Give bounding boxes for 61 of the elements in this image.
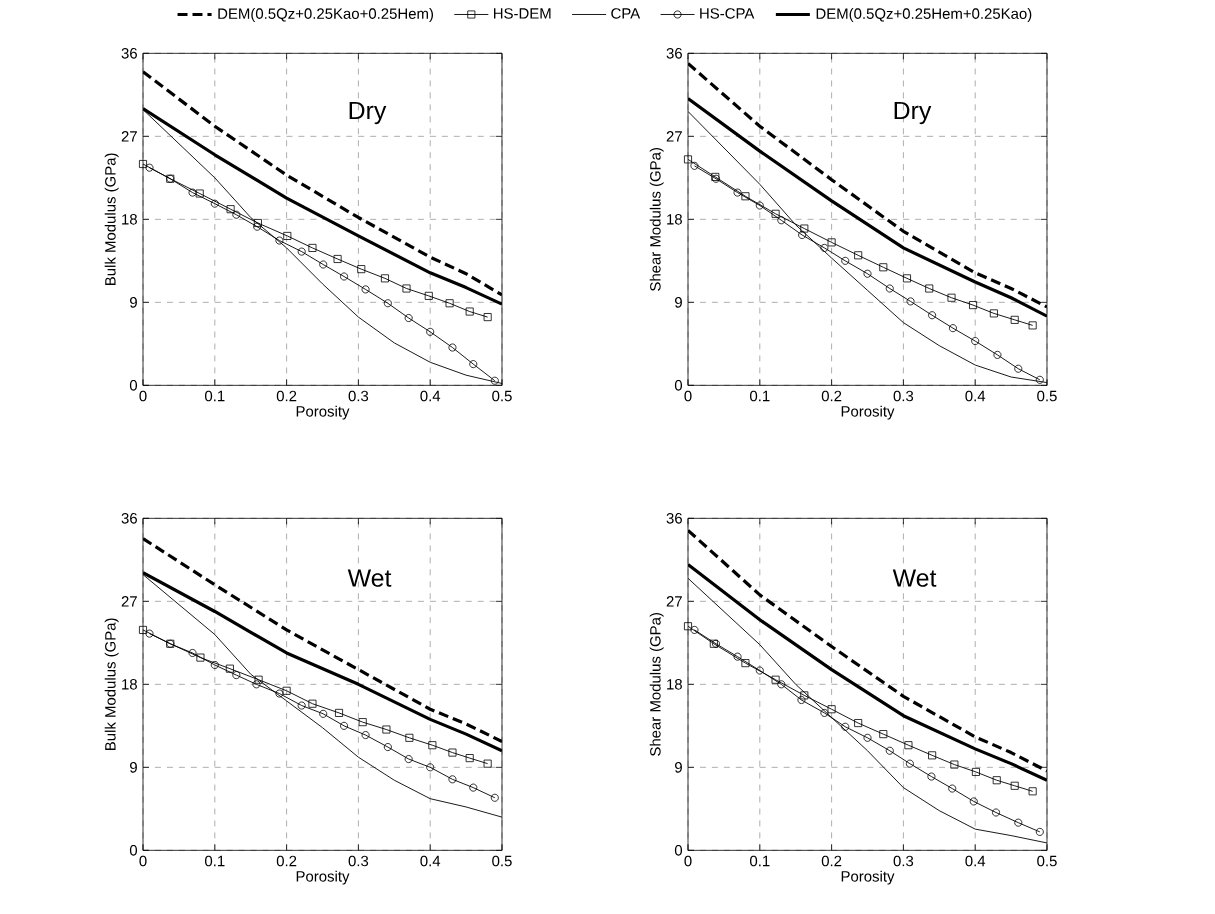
y-tick-label: 9 [675, 296, 682, 308]
x-tick-label: 0.4 [965, 390, 986, 402]
y-tick-label: 27 [121, 595, 137, 607]
x-tick-label: 0.3 [348, 390, 369, 402]
y-tick-label: 18 [667, 678, 682, 690]
y-tick-label: 36 [666, 512, 682, 524]
x-tick-label: 0.4 [420, 390, 441, 402]
y-tick-label: 36 [121, 512, 137, 524]
x-tick-label: 0 [684, 390, 692, 402]
legend-label: DEM(0.5Qz+0.25Kao+0.25Hem) [218, 7, 434, 22]
annotation: Dry [349, 101, 387, 125]
x-tick-label: 0.5 [1037, 390, 1057, 402]
legend-label: DEM(0.5Qz+0.25Hem+0.25Kao) [816, 7, 1032, 22]
y-tick-label: 36 [121, 47, 137, 59]
x-tick-label: 0.5 [492, 855, 512, 867]
legend-label: HS-DEM [493, 7, 551, 19]
legend-label: HS-CPA [700, 7, 755, 19]
x-tick-label: 0 [684, 855, 692, 867]
x-tick-label: 0.2 [821, 855, 842, 867]
x-tick-label: 0.1 [750, 390, 770, 402]
x-tick-label: 0.1 [205, 390, 225, 402]
y-axis-title: Shear Modulus (GPa) [649, 612, 664, 756]
x-tick-label: 0.3 [893, 855, 914, 867]
x-tick-label: 0.1 [750, 855, 770, 867]
x-tick-label: 0.4 [965, 855, 986, 867]
x-tick-label: 0.2 [276, 390, 297, 402]
x-axis-title: Porosity [841, 405, 895, 420]
x-tick-label: 0.2 [821, 390, 842, 402]
x-axis-title: Porosity [296, 405, 350, 420]
y-tick-label: 27 [666, 130, 682, 142]
y-tick-label: 0 [129, 844, 138, 856]
y-tick-label: 9 [675, 761, 682, 773]
x-tick-label: 0.3 [348, 855, 369, 867]
y-tick-label: 27 [121, 130, 137, 142]
x-tick-label: 0.3 [893, 390, 914, 402]
y-tick-label: 9 [130, 761, 137, 773]
y-tick-label: 18 [122, 678, 137, 690]
x-tick-label: 0 [139, 390, 147, 402]
x-tick-label: 0.2 [276, 855, 297, 867]
x-tick-label: 0 [139, 855, 147, 867]
y-tick-label: 9 [130, 296, 137, 308]
annotation: Wet [892, 569, 937, 587]
x-axis-title: Porosity [296, 870, 350, 885]
annotation: Dry [894, 101, 932, 125]
y-axis-title: Bulk Modulus (GPa) [104, 153, 119, 285]
y-tick-label: 18 [667, 213, 682, 225]
legend-label: CPA [611, 7, 641, 19]
x-axis-title: Porosity [841, 870, 895, 885]
y-axis-title: Bulk Modulus (GPa) [104, 618, 119, 750]
x-tick-label: 0.5 [492, 390, 512, 402]
y-tick-label: 27 [666, 595, 682, 607]
x-tick-label: 0.1 [205, 855, 225, 867]
y-tick-label: 18 [122, 213, 137, 225]
y-tick-label: 0 [674, 844, 683, 856]
y-axis-title: Shear Modulus (GPa) [649, 147, 664, 291]
y-tick-label: 36 [666, 47, 682, 59]
y-tick-label: 0 [129, 379, 138, 391]
annotation: Wet [347, 569, 392, 587]
x-tick-label: 0.5 [1037, 855, 1057, 867]
x-tick-label: 0.4 [420, 855, 441, 867]
y-tick-label: 0 [674, 379, 683, 391]
